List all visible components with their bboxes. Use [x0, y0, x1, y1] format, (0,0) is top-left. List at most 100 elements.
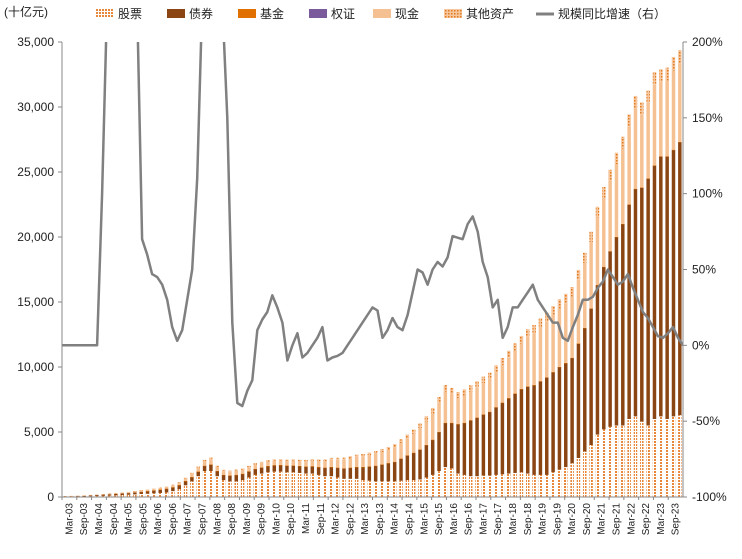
bar-segment-bond — [538, 381, 543, 475]
bar-segment-fund — [519, 388, 524, 390]
bar-segment-fund — [456, 424, 460, 425]
bar-segment-bond — [380, 464, 384, 482]
bar-segment-fund — [640, 187, 644, 188]
bar-segment-cash — [614, 164, 619, 237]
bar-segment-stock — [354, 478, 359, 497]
bar-segment-fund — [564, 362, 568, 364]
bar-segment-stock — [196, 476, 200, 497]
bar-segment-fund — [589, 308, 593, 309]
bar-segment-other — [107, 493, 112, 494]
bar-segment-stock — [652, 419, 657, 497]
bar-segment-cash — [335, 459, 340, 468]
bar-segment-stock — [361, 480, 365, 497]
bar-segment-fund — [614, 236, 619, 238]
bar-segment-stock — [310, 473, 315, 497]
bar-segment-cash — [291, 460, 296, 466]
bar-segment-stock — [602, 429, 606, 497]
x-tick-label: Sep-03 — [79, 503, 90, 536]
bar-segment-fund — [323, 467, 327, 469]
bar-segment-cash — [652, 84, 657, 166]
bar-segment-fund — [595, 284, 600, 286]
bar-segment-fund — [240, 473, 245, 475]
x-tick-label: Mar-03 — [64, 503, 75, 535]
bar-segment-cash — [506, 357, 511, 399]
bar-segment-bond — [82, 495, 86, 497]
bar-segment-bond — [468, 420, 473, 477]
bar-segment-stock — [551, 472, 555, 497]
bar-segment-bond — [437, 432, 441, 471]
bar-segment-cash — [386, 450, 391, 464]
x-tick-label: Mar-15 — [419, 503, 430, 535]
bar-segment-cash — [323, 461, 327, 468]
legend-label: 股票 — [118, 7, 142, 21]
bar-segment-stock — [329, 476, 334, 497]
bar-segment-cash — [209, 459, 213, 465]
bar-segment-stock — [640, 421, 644, 497]
x-tick-label: Sep-08 — [227, 503, 238, 536]
x-tick-label: Mar-23 — [656, 503, 667, 535]
bar-segment-cash — [646, 102, 650, 179]
bar-segment-stock — [532, 474, 536, 497]
bar-segment-stock — [621, 425, 625, 497]
bar-segment-stock — [228, 481, 232, 497]
bar-segment-stock — [475, 476, 479, 497]
x-tick-label: Mar-04 — [94, 503, 105, 535]
bar-segment-stock — [494, 474, 498, 497]
bar-segment-bond — [576, 343, 581, 458]
bar-segment-cash — [329, 459, 334, 467]
bar-segment-other — [202, 459, 207, 462]
bar-segment-cash — [266, 461, 270, 466]
bar-segment-fund — [158, 489, 162, 491]
bar-segment-other — [304, 459, 308, 462]
bar-segment-stock — [158, 492, 162, 497]
bar-segment-other — [551, 306, 555, 315]
bar-segment-cash — [589, 242, 593, 309]
bar-segment-fund — [335, 467, 340, 469]
bar-segment-cash — [671, 70, 676, 150]
bar-segment-stock — [614, 425, 619, 497]
bar-segment-stock — [595, 434, 600, 497]
bar-segment-cash — [411, 433, 416, 453]
bar-segment-fund — [183, 481, 188, 482]
bar-segment-stock — [583, 451, 587, 497]
bar-segment-cash — [532, 333, 536, 386]
x-tick-label: Sep-07 — [197, 503, 208, 536]
bar-segment-cash — [564, 303, 568, 363]
bar-segment-other — [158, 487, 162, 489]
bar-segment-stock — [659, 416, 663, 497]
bar-segment-bond — [164, 488, 169, 493]
bar-segment-cash — [297, 460, 302, 466]
bar-segment-fund — [475, 417, 479, 419]
x-tick-label: Sep-10 — [286, 503, 297, 536]
bar-segment-bond — [608, 251, 612, 427]
bar-segment-stock — [133, 494, 137, 497]
bar-segment-other — [152, 488, 156, 490]
bar-segment-cash — [424, 421, 429, 445]
bar-segment-stock — [380, 481, 384, 497]
bar-segment-bond — [405, 455, 410, 481]
bar-segment-stock — [386, 481, 391, 497]
bar-segment-other — [291, 459, 296, 461]
bar-segment-other — [183, 477, 188, 479]
bar-segment-other — [323, 459, 327, 462]
bar-segment-fund — [437, 431, 441, 433]
bar-segment-cash — [234, 470, 239, 475]
bar-segment-fund — [373, 465, 378, 467]
bar-segment-stock — [526, 473, 530, 497]
bar-segment-other — [526, 329, 530, 337]
bar-segment-other — [88, 494, 93, 496]
bar-segment-bond — [633, 188, 638, 417]
bar-segment-fund — [399, 458, 403, 460]
bar-segment-cash — [259, 463, 264, 468]
bar-segment-other — [234, 469, 239, 471]
bar-segment-fund — [228, 475, 232, 476]
bar-segment-bond — [621, 224, 625, 426]
bar-segment-fund — [152, 490, 156, 491]
bar-segment-other — [63, 496, 67, 497]
x-tick-label: Sep-22 — [641, 503, 652, 536]
bar-segment-other — [82, 495, 86, 496]
bar-segment-other — [456, 392, 460, 399]
bar-segment-other — [114, 492, 118, 494]
bar-segment-fund — [583, 327, 587, 329]
x-tick-label: Sep-12 — [345, 503, 356, 536]
